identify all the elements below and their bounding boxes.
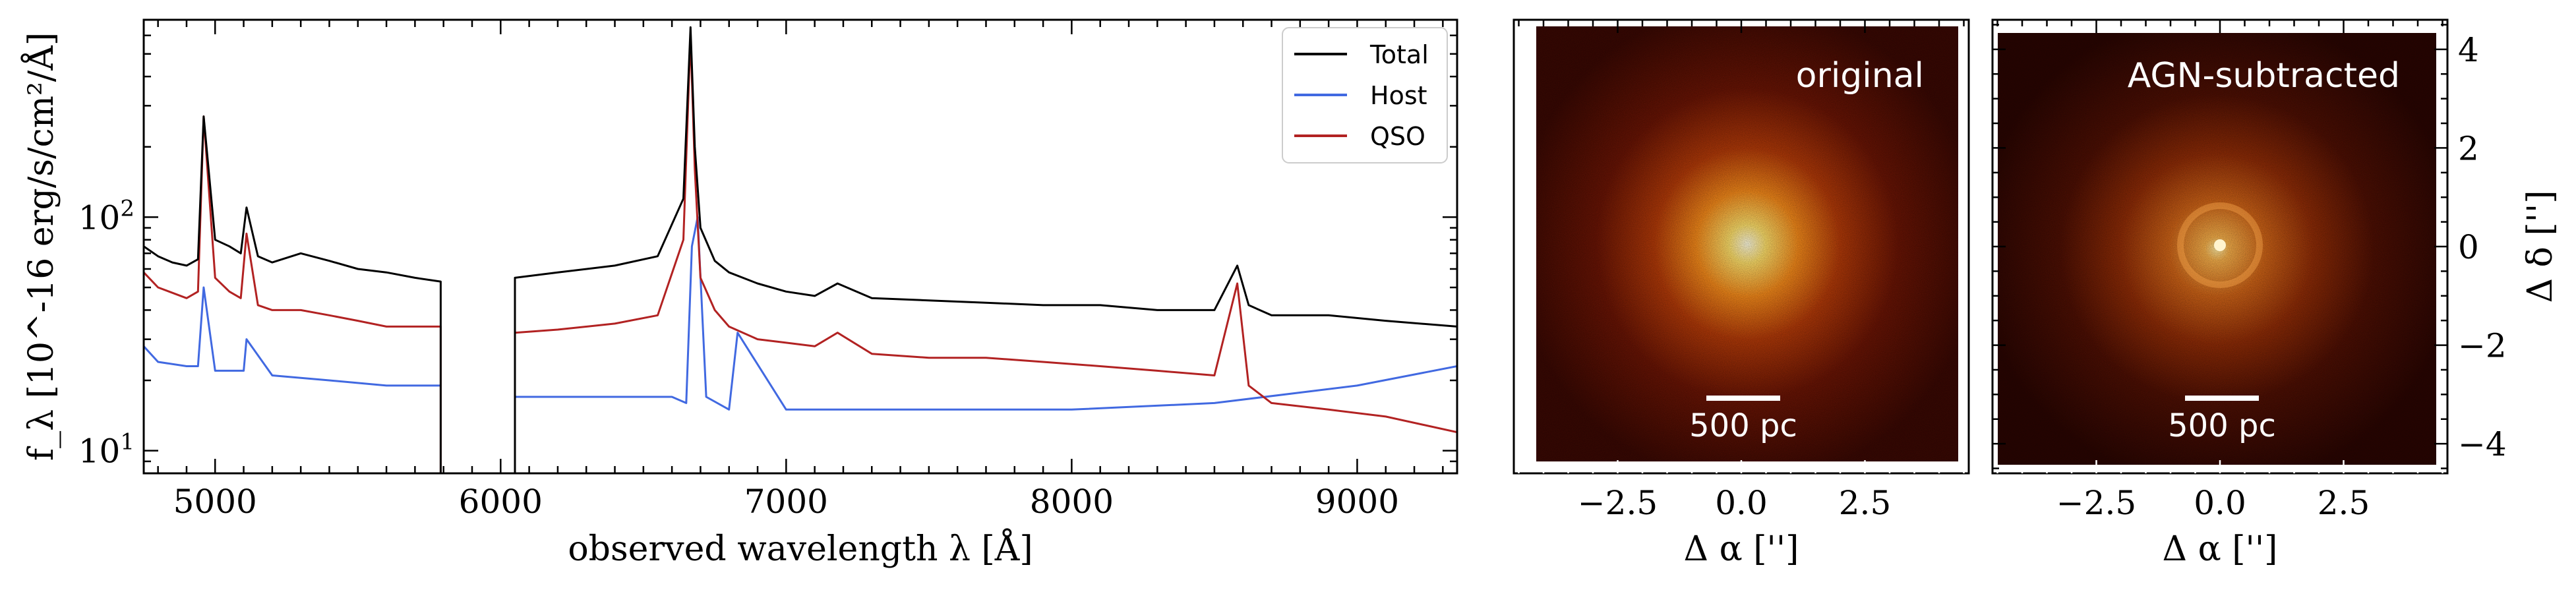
x-tick-label: 5000 [173, 483, 257, 521]
original-x-ticks: −2.5 0.0 2.5 [1518, 20, 1965, 522]
legend-label-qso: QSO [1370, 122, 1425, 151]
x-tick-label: 0.0 [2194, 484, 2246, 522]
series-host-line-2 [515, 216, 1457, 411]
x-tick-label: −2.5 [1578, 484, 1658, 522]
legend-label-host: Host [1370, 81, 1427, 110]
y-tick-label: −4 [2458, 425, 2507, 463]
spectrum-x-axis-label: observed wavelength λ [Å] [568, 528, 1033, 569]
spectrum-y-axis-label: f_λ [10^-16 erg/s/cm²/Å] [20, 32, 61, 461]
y-tick-label: 4 [2458, 31, 2479, 69]
nucleus [2214, 239, 2226, 251]
agn-subtracted-y-axis-label: Δ δ [''] [2521, 190, 2560, 303]
x-tick-label: 2.5 [1839, 484, 1892, 522]
original-scalebar-label: 500 pc [1689, 407, 1797, 444]
x-tick-label: 9000 [1315, 483, 1399, 521]
agn-subtracted-scalebar-label: 500 pc [2168, 407, 2276, 444]
series-total-line-2 [514, 26, 1457, 473]
agn-subtracted-image-panel: AGN-subtracted 500 pc −2.5 0.0 2.5 −4 −2 0 2 4… [1991, 18, 2560, 569]
agn-subtracted-x-ticks: −2.5 0.0 2.5 [1996, 20, 2443, 522]
y-tick-label: −2 [2458, 327, 2507, 365]
spectrum-panel: 5000 6000 7000 8000 9000 101 102 observed wav… [20, 18, 1458, 569]
original-x-axis-label: Δ α [''] [1684, 529, 1799, 569]
legend-box [1282, 27, 1448, 163]
original-panel-label: original [1796, 56, 1924, 96]
series-qso-line-1 [144, 115, 442, 473]
x-tick-label: −2.5 [2056, 484, 2136, 522]
legend-label-total: Total [1369, 40, 1429, 69]
spectrum-legend: Total Host QSO [1282, 27, 1448, 163]
x-tick-label: 8000 [1030, 483, 1114, 521]
x-tick-label: 2.5 [2318, 484, 2370, 522]
x-tick-label: 6000 [459, 483, 543, 521]
original-image-panel: original 500 pc −2.5 0.0 2.5 Δ α [''] [1513, 18, 1970, 569]
spectrum-series-group [144, 26, 1457, 473]
original-scalebar [1706, 396, 1780, 401]
y-tick-label: 2 [2458, 129, 2479, 167]
agn-subtracted-scalebar [2185, 396, 2259, 401]
y-tick-label: 102 [78, 195, 135, 237]
x-tick-label: 7000 [744, 483, 828, 521]
spectrum-y-ticks: 101 102 [78, 18, 1457, 475]
spectrum-frame [142, 18, 1458, 475]
series-host-line-1 [144, 286, 441, 387]
agn-subtracted-x-axis-label: Δ α [''] [2163, 529, 2278, 569]
y-tick-label: 101 [78, 429, 135, 471]
x-tick-label: 0.0 [1715, 484, 1768, 522]
y-tick-label: 0 [2458, 228, 2479, 266]
spectrum-x-ticks: 5000 6000 7000 8000 9000 [157, 20, 1444, 521]
spiral-ring [2177, 202, 2263, 288]
series-qso-line-2 [514, 34, 1457, 473]
original-image-noise [1536, 26, 1958, 461]
agn-subtracted-panel-label: AGN-subtracted [2128, 56, 2400, 96]
agn-subtracted-y-ticks: −4 −2 0 2 4 [1992, 24, 2507, 469]
series-total-line-1 [144, 115, 442, 473]
